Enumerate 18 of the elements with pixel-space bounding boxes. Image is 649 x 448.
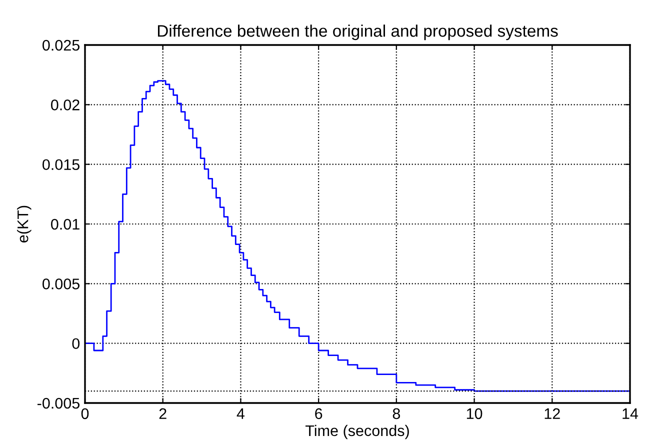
x-tick-label: 4	[236, 408, 245, 419]
y-tick-label: 0	[72, 338, 80, 350]
x-tick-label: 6	[315, 408, 322, 420]
y-tick-label: 0.02	[51, 100, 80, 110]
x-tick-label: 12	[544, 408, 560, 419]
y-tick-label: 0.005	[42, 278, 80, 290]
y-tick-label: 0.025	[42, 40, 80, 51]
y-tick-label: -0.005	[38, 398, 80, 409]
x-tick-label: 0	[81, 408, 89, 420]
y-tick-label: 0.01	[51, 218, 80, 230]
x-tick-label: 10	[466, 408, 482, 420]
x-tick-label: 8	[392, 408, 400, 420]
chart-title: Difference between the original and proposed systems	[158, 24, 558, 40]
y-tick-label: 0.015	[42, 159, 80, 170]
x-tick-label: 2	[159, 408, 166, 419]
x-axis-title: Time (seconds)	[305, 424, 409, 440]
y-axis-title: e(KT)	[17, 206, 32, 242]
x-tick-label: 14	[622, 408, 638, 419]
